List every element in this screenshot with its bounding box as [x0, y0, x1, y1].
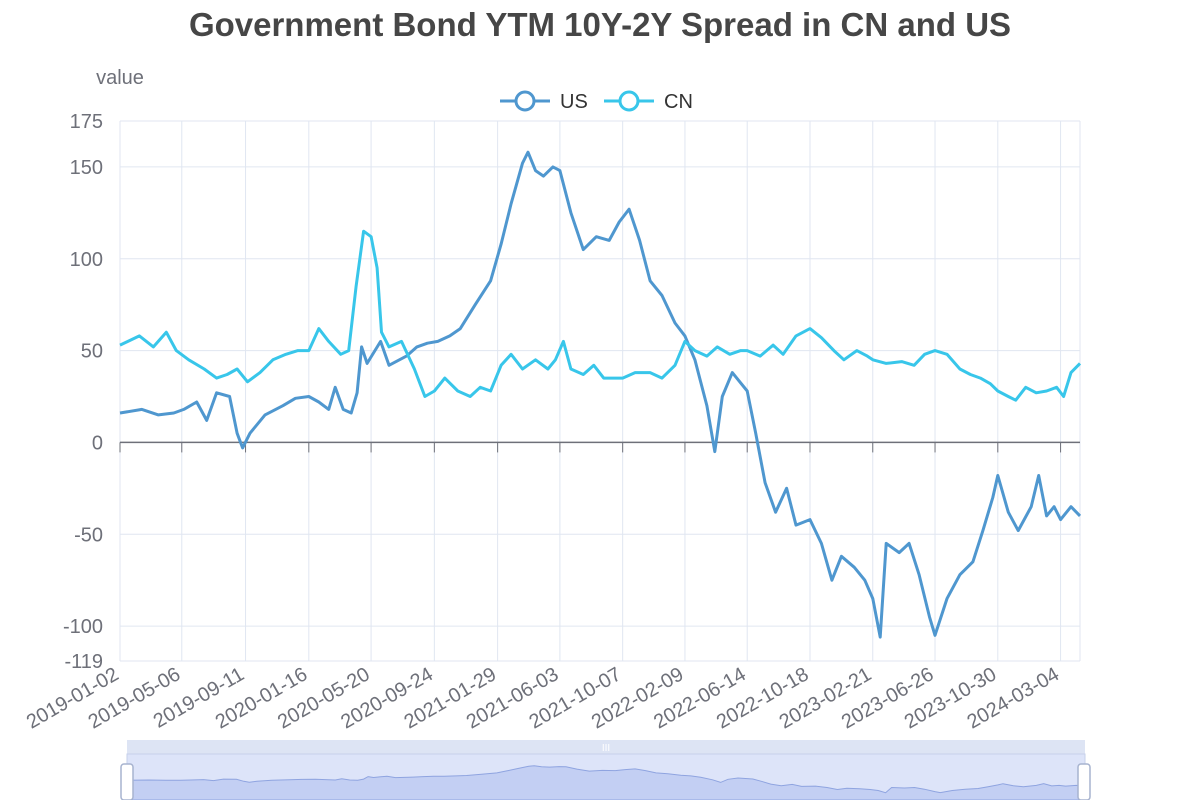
legend-item-us[interactable]: US: [500, 90, 588, 113]
y-axis-name: value: [96, 67, 144, 89]
y-tick-label: 175: [70, 111, 103, 133]
datazoom-slider[interactable]: III: [120, 740, 1091, 800]
legend-label: US: [560, 91, 588, 113]
legend-circle-icon: [618, 90, 640, 112]
y-tick-label: 0: [92, 432, 103, 454]
series-line-cn: [119, 229, 1082, 402]
legend-circle-icon: [514, 90, 536, 112]
datazoom-grip-icon: III: [602, 743, 610, 754]
y-tick-label: 50: [81, 341, 103, 363]
y-tick-label: 100: [70, 249, 103, 271]
y-tick-label: -119: [64, 651, 103, 673]
legend-item-cn[interactable]: CN: [604, 90, 693, 113]
grid: [119, 120, 1081, 662]
y-tick-label: 150: [70, 157, 103, 179]
series-lines: [119, 150, 1082, 639]
legend[interactable]: US CN: [500, 90, 693, 113]
y-tick-label: -50: [74, 524, 103, 546]
legend-label: CN: [664, 91, 693, 113]
series-line-us: [119, 150, 1082, 639]
chart-title: Government Bond YTM 10Y-2Y Spread in CN …: [188, 6, 1012, 43]
datazoom-preview-area: [126, 765, 1086, 800]
datazoom-right-handle[interactable]: [1077, 763, 1091, 800]
y-tick-label: -100: [63, 616, 103, 638]
datazoom-move-handle[interactable]: [127, 740, 1085, 754]
datazoom-left-handle[interactable]: [120, 763, 134, 800]
